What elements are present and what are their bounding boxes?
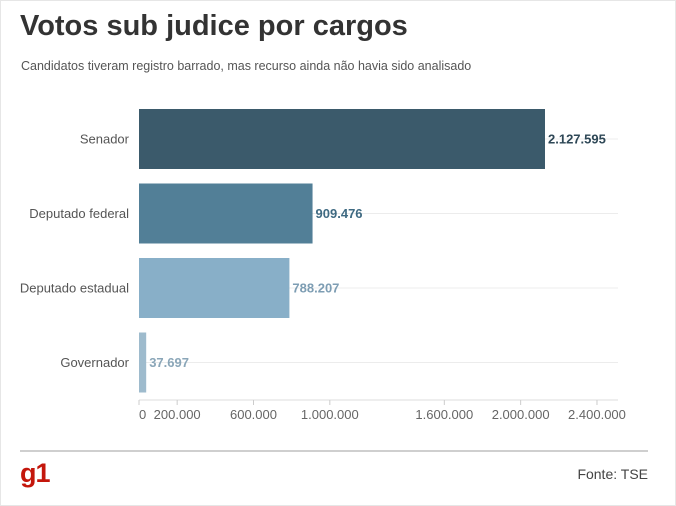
x-tick-label: 2.000.000 [492, 407, 550, 422]
x-tick-label: 0 [139, 407, 146, 422]
value-label: 2.127.595 [548, 132, 606, 147]
x-tick-label: 2.400.000 [568, 407, 626, 422]
g1-logo: g1 [20, 458, 50, 488]
x-tick-label: 600.000 [230, 407, 277, 422]
category-label: Deputado estadual [20, 281, 129, 296]
x-tick-label: 1.000.000 [301, 407, 359, 422]
value-label: 37.697 [149, 355, 189, 370]
value-label: 909.476 [316, 206, 363, 221]
category-label: Governador [60, 355, 129, 370]
bar [139, 332, 147, 393]
bar-chart: 0 200.000 600.000 1.000.000 1.600.000 2.000.0… [20, 109, 626, 422]
bar [139, 109, 545, 169]
bar [139, 258, 290, 318]
source-note: Fonte: TSE [577, 466, 648, 482]
x-tick-label: 1.600.000 [415, 407, 473, 422]
category-label: Senador [80, 132, 130, 147]
value-label: 788.207 [292, 281, 339, 296]
chart-title: Votos sub judice por cargos [20, 10, 408, 42]
bar [139, 183, 313, 244]
footer-divider [20, 450, 648, 452]
category-label: Deputado federal [29, 206, 129, 221]
chart-subtitle: Candidatos tiveram registro barrado, mas… [21, 59, 472, 73]
x-tick-label: 200.000 [154, 407, 201, 422]
